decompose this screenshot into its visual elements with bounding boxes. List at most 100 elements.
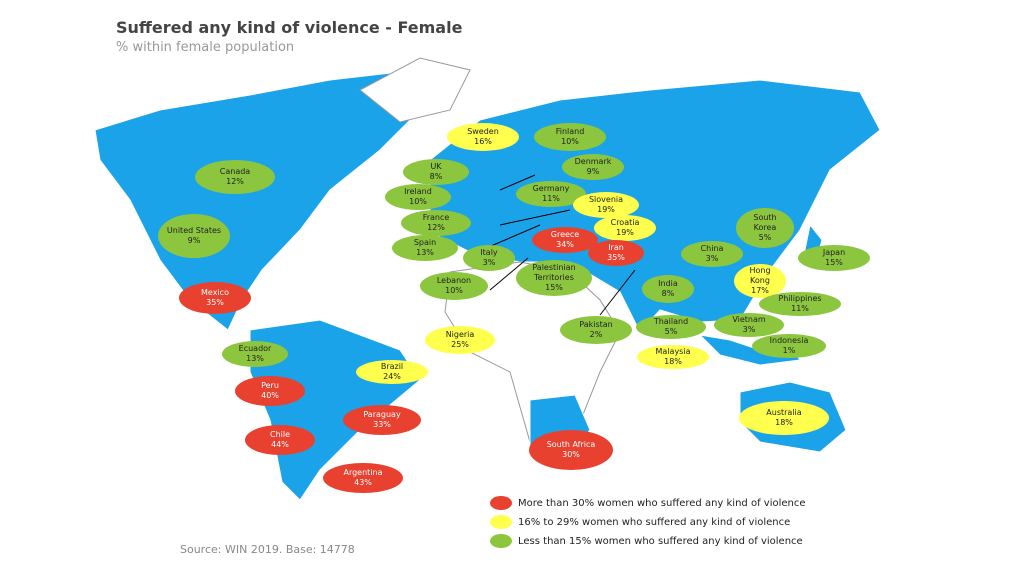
country-label: Croatia 19%: [594, 215, 656, 241]
country-label: Paraguay 33%: [343, 405, 421, 435]
country-name: UK: [430, 162, 442, 171]
country-value: 33%: [373, 420, 391, 429]
country-value: 5%: [664, 327, 678, 336]
country-label: Peru 40%: [235, 376, 305, 406]
country-name: South Korea: [753, 213, 777, 232]
country-value: 34%: [556, 240, 574, 249]
country-label: Slovenia 19%: [573, 192, 639, 218]
country-value: 3%: [705, 254, 719, 263]
country-name: Spain: [413, 238, 437, 247]
country-name: Australia: [766, 408, 802, 417]
country-label: Chile 44%: [245, 425, 315, 455]
country-label: Brazil 24%: [356, 360, 428, 384]
country-value: 11%: [791, 304, 809, 313]
country-label: Indonesia 1%: [752, 334, 826, 358]
legend-swatch: [490, 534, 512, 548]
country-label: Ecuador 13%: [222, 341, 288, 367]
country-name: Pakistan: [579, 320, 613, 329]
country-value: 40%: [261, 391, 279, 400]
country-label: Canada 12%: [195, 160, 275, 194]
country-label: Argentina 43%: [323, 463, 403, 493]
country-label: France 12%: [401, 210, 471, 236]
country-name: Peru: [261, 381, 279, 390]
country-value: 5%: [758, 233, 772, 242]
country-value: 2%: [589, 330, 603, 339]
country-value: 43%: [354, 478, 372, 487]
legend-label: 16% to 29% women who suffered any kind o…: [518, 516, 791, 528]
country-name: Germany: [532, 184, 570, 193]
country-label: Spain 13%: [392, 235, 458, 261]
country-label: Hong Kong 17%: [734, 264, 786, 298]
country-value: 15%: [825, 258, 843, 267]
legend-item: Less than 15% women who suffered any kin…: [490, 534, 803, 548]
country-name: Nigeria: [445, 330, 475, 339]
country-label: Malaysia 18%: [637, 345, 709, 369]
country-value: 15%: [545, 283, 563, 292]
country-name: Malaysia: [655, 347, 691, 356]
country-name: China: [700, 244, 724, 253]
country-label: Denmark 9%: [562, 154, 624, 180]
country-label: Australia 18%: [739, 401, 829, 435]
legend-item: 16% to 29% women who suffered any kind o…: [490, 515, 790, 529]
country-name: United States: [166, 226, 222, 235]
country-name: France: [422, 213, 450, 222]
country-name: Indonesia: [769, 336, 809, 345]
country-value: 12%: [226, 177, 244, 186]
title: Suffered any kind of violence - Female: [116, 18, 463, 37]
country-value: 30%: [562, 450, 580, 459]
country-label: Finland 10%: [534, 123, 606, 151]
country-value: 8%: [661, 289, 675, 298]
country-label: Pakistan 2%: [560, 316, 632, 344]
country-value: 35%: [607, 253, 625, 262]
legend-label: More than 30% women who suffered any kin…: [518, 497, 806, 509]
country-name: Finland: [555, 127, 585, 136]
country-name: Mexico: [201, 288, 229, 297]
country-name: Iran: [608, 243, 624, 252]
country-label: Ireland 10%: [385, 184, 451, 210]
country-name: Slovenia: [588, 195, 624, 204]
country-name: Hong Kong: [749, 266, 771, 285]
country-value: 11%: [542, 194, 560, 203]
country-name: Ecuador: [238, 344, 272, 353]
country-label: Mexico 35%: [179, 282, 251, 314]
country-name: India: [658, 279, 678, 288]
country-label: Italy 3%: [463, 245, 515, 271]
country-value: 44%: [271, 440, 289, 449]
country-label: Japan 15%: [798, 245, 870, 271]
country-name: Canada: [219, 167, 251, 176]
country-name: Paraguay: [363, 410, 401, 419]
country-value: 8%: [429, 172, 443, 181]
country-value: 10%: [409, 197, 427, 206]
country-name: Denmark: [574, 157, 612, 166]
country-value: 24%: [383, 372, 401, 381]
country-name: Croatia: [610, 218, 640, 227]
country-name: Ireland: [404, 187, 432, 196]
country-value: 1%: [782, 346, 796, 355]
country-value: 3%: [742, 325, 756, 334]
subtitle: % within female population: [116, 40, 295, 55]
country-value: 10%: [445, 286, 463, 295]
country-label: Iran 35%: [588, 240, 644, 266]
country-value: 19%: [616, 228, 634, 237]
country-name: Sweden: [467, 127, 499, 136]
country-value: 9%: [586, 167, 600, 176]
country-name: South Africa: [546, 440, 596, 449]
country-value: 17%: [751, 286, 769, 295]
country-name: Chile: [269, 430, 291, 439]
country-label: India 8%: [642, 275, 694, 303]
legend-item: More than 30% women who suffered any kin…: [490, 496, 806, 510]
country-value: 18%: [664, 357, 682, 366]
country-label: United States 9%: [158, 214, 230, 258]
country-value: 18%: [775, 418, 793, 427]
country-name: Palestinian Territories: [532, 263, 576, 282]
country-value: 25%: [451, 340, 469, 349]
country-label: South Africa 30%: [529, 430, 613, 470]
country-label: Palestinian Territories 15%: [516, 260, 592, 296]
country-name: Lebanon: [436, 276, 472, 285]
country-label: UK 8%: [403, 159, 469, 185]
country-value: 35%: [206, 298, 224, 307]
country-value: 3%: [482, 258, 496, 267]
country-name: Argentina: [343, 468, 383, 477]
